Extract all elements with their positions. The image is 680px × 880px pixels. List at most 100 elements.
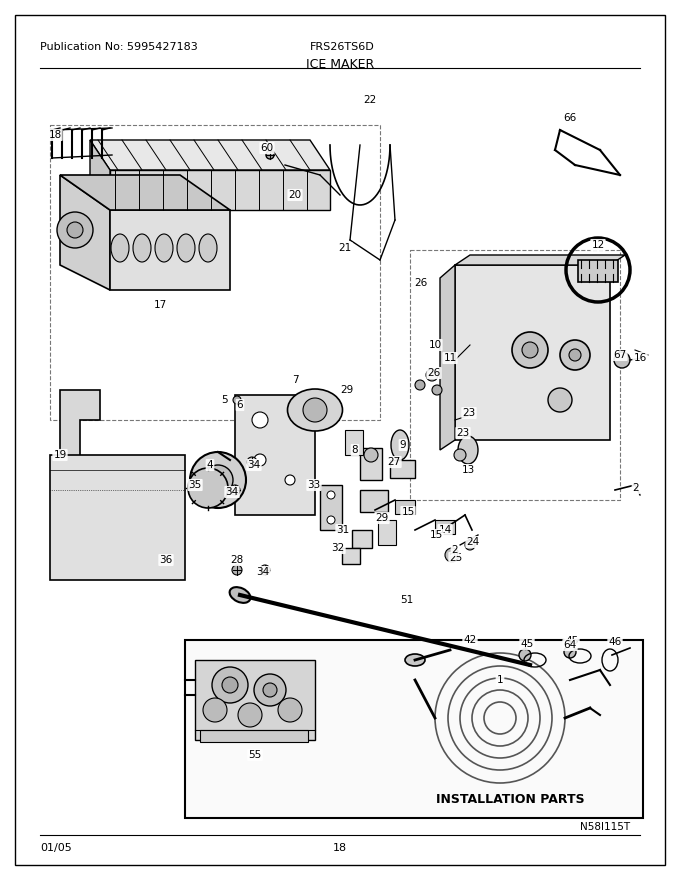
- Circle shape: [238, 703, 262, 727]
- Bar: [320, 485, 342, 530]
- Polygon shape: [90, 140, 330, 170]
- Text: 34: 34: [248, 460, 260, 470]
- Text: 31: 31: [337, 525, 350, 535]
- Bar: [235, 395, 315, 515]
- Bar: [395, 500, 415, 514]
- Text: 5: 5: [222, 395, 228, 405]
- Bar: [50, 455, 185, 580]
- Circle shape: [364, 448, 378, 462]
- Bar: [352, 530, 372, 548]
- Circle shape: [190, 452, 246, 508]
- Bar: [185, 640, 643, 818]
- Text: INSTALLATION PARTS: INSTALLATION PARTS: [436, 793, 584, 806]
- Text: 66: 66: [563, 113, 577, 123]
- Polygon shape: [60, 390, 100, 460]
- Text: 16: 16: [633, 353, 647, 363]
- Circle shape: [564, 646, 576, 658]
- Text: 12: 12: [592, 240, 605, 250]
- Ellipse shape: [391, 430, 409, 460]
- Text: 24: 24: [466, 537, 479, 547]
- Text: 51: 51: [401, 595, 413, 605]
- Circle shape: [426, 369, 438, 381]
- Text: 36: 36: [159, 555, 173, 565]
- Circle shape: [213, 475, 223, 485]
- Ellipse shape: [133, 234, 151, 262]
- Circle shape: [67, 222, 83, 238]
- Circle shape: [614, 352, 630, 368]
- Text: 17: 17: [154, 300, 167, 310]
- Text: 20: 20: [288, 190, 301, 200]
- Text: 64: 64: [563, 640, 577, 650]
- Text: 1: 1: [496, 675, 503, 685]
- Text: 26: 26: [414, 278, 428, 288]
- Text: 29: 29: [341, 385, 354, 395]
- Circle shape: [560, 340, 590, 370]
- Text: 13: 13: [461, 465, 475, 475]
- Text: 67: 67: [613, 350, 627, 360]
- Text: 55: 55: [248, 750, 262, 760]
- Text: 23: 23: [462, 408, 475, 418]
- Text: 23: 23: [456, 428, 470, 438]
- Bar: [195, 660, 315, 740]
- Polygon shape: [110, 170, 330, 210]
- Circle shape: [327, 491, 335, 499]
- Polygon shape: [455, 255, 625, 265]
- Bar: [578, 260, 618, 282]
- Polygon shape: [440, 265, 455, 450]
- Text: 29: 29: [375, 513, 389, 523]
- Text: 42: 42: [463, 635, 477, 645]
- Circle shape: [232, 565, 242, 575]
- Circle shape: [188, 468, 228, 508]
- Bar: [378, 520, 396, 545]
- Ellipse shape: [177, 234, 195, 262]
- Circle shape: [254, 674, 286, 706]
- Text: 26: 26: [427, 368, 441, 378]
- Circle shape: [203, 465, 233, 495]
- Circle shape: [278, 698, 302, 722]
- Text: 2: 2: [452, 545, 458, 555]
- Circle shape: [203, 698, 227, 722]
- Polygon shape: [60, 175, 110, 290]
- Text: 15: 15: [429, 530, 443, 540]
- Text: 10: 10: [428, 340, 441, 350]
- Circle shape: [222, 677, 238, 693]
- Bar: [410, 250, 620, 500]
- Circle shape: [432, 385, 442, 395]
- Bar: [435, 520, 455, 534]
- Circle shape: [252, 412, 268, 428]
- Bar: [200, 730, 308, 742]
- Circle shape: [266, 151, 274, 159]
- Text: Publication No: 5995427183: Publication No: 5995427183: [40, 42, 198, 52]
- Bar: [360, 490, 388, 512]
- Text: 19: 19: [53, 450, 67, 460]
- Circle shape: [465, 540, 475, 550]
- Text: 4: 4: [207, 460, 214, 470]
- Text: 6: 6: [237, 400, 243, 410]
- Text: 35: 35: [188, 480, 202, 490]
- Text: 14: 14: [439, 525, 452, 535]
- Text: 46: 46: [609, 637, 622, 647]
- Circle shape: [285, 475, 295, 485]
- Circle shape: [57, 212, 93, 248]
- Circle shape: [303, 398, 327, 422]
- Text: 22: 22: [363, 95, 377, 105]
- Circle shape: [263, 683, 277, 697]
- Circle shape: [454, 449, 466, 461]
- Text: FRS26TS6D: FRS26TS6D: [310, 42, 375, 52]
- Text: 01/05: 01/05: [40, 843, 72, 853]
- Text: 7: 7: [292, 375, 299, 385]
- Text: 45: 45: [520, 639, 534, 649]
- Circle shape: [519, 649, 531, 661]
- Text: 33: 33: [307, 480, 321, 490]
- Circle shape: [230, 485, 240, 495]
- Text: 45: 45: [565, 636, 579, 646]
- Bar: [360, 448, 382, 480]
- Circle shape: [254, 454, 266, 466]
- Circle shape: [233, 396, 241, 404]
- Circle shape: [327, 516, 335, 524]
- Polygon shape: [110, 210, 230, 290]
- Text: 15: 15: [401, 507, 415, 517]
- Bar: [345, 430, 363, 455]
- Bar: [50, 125, 380, 420]
- Text: ICE MAKER: ICE MAKER: [306, 58, 374, 71]
